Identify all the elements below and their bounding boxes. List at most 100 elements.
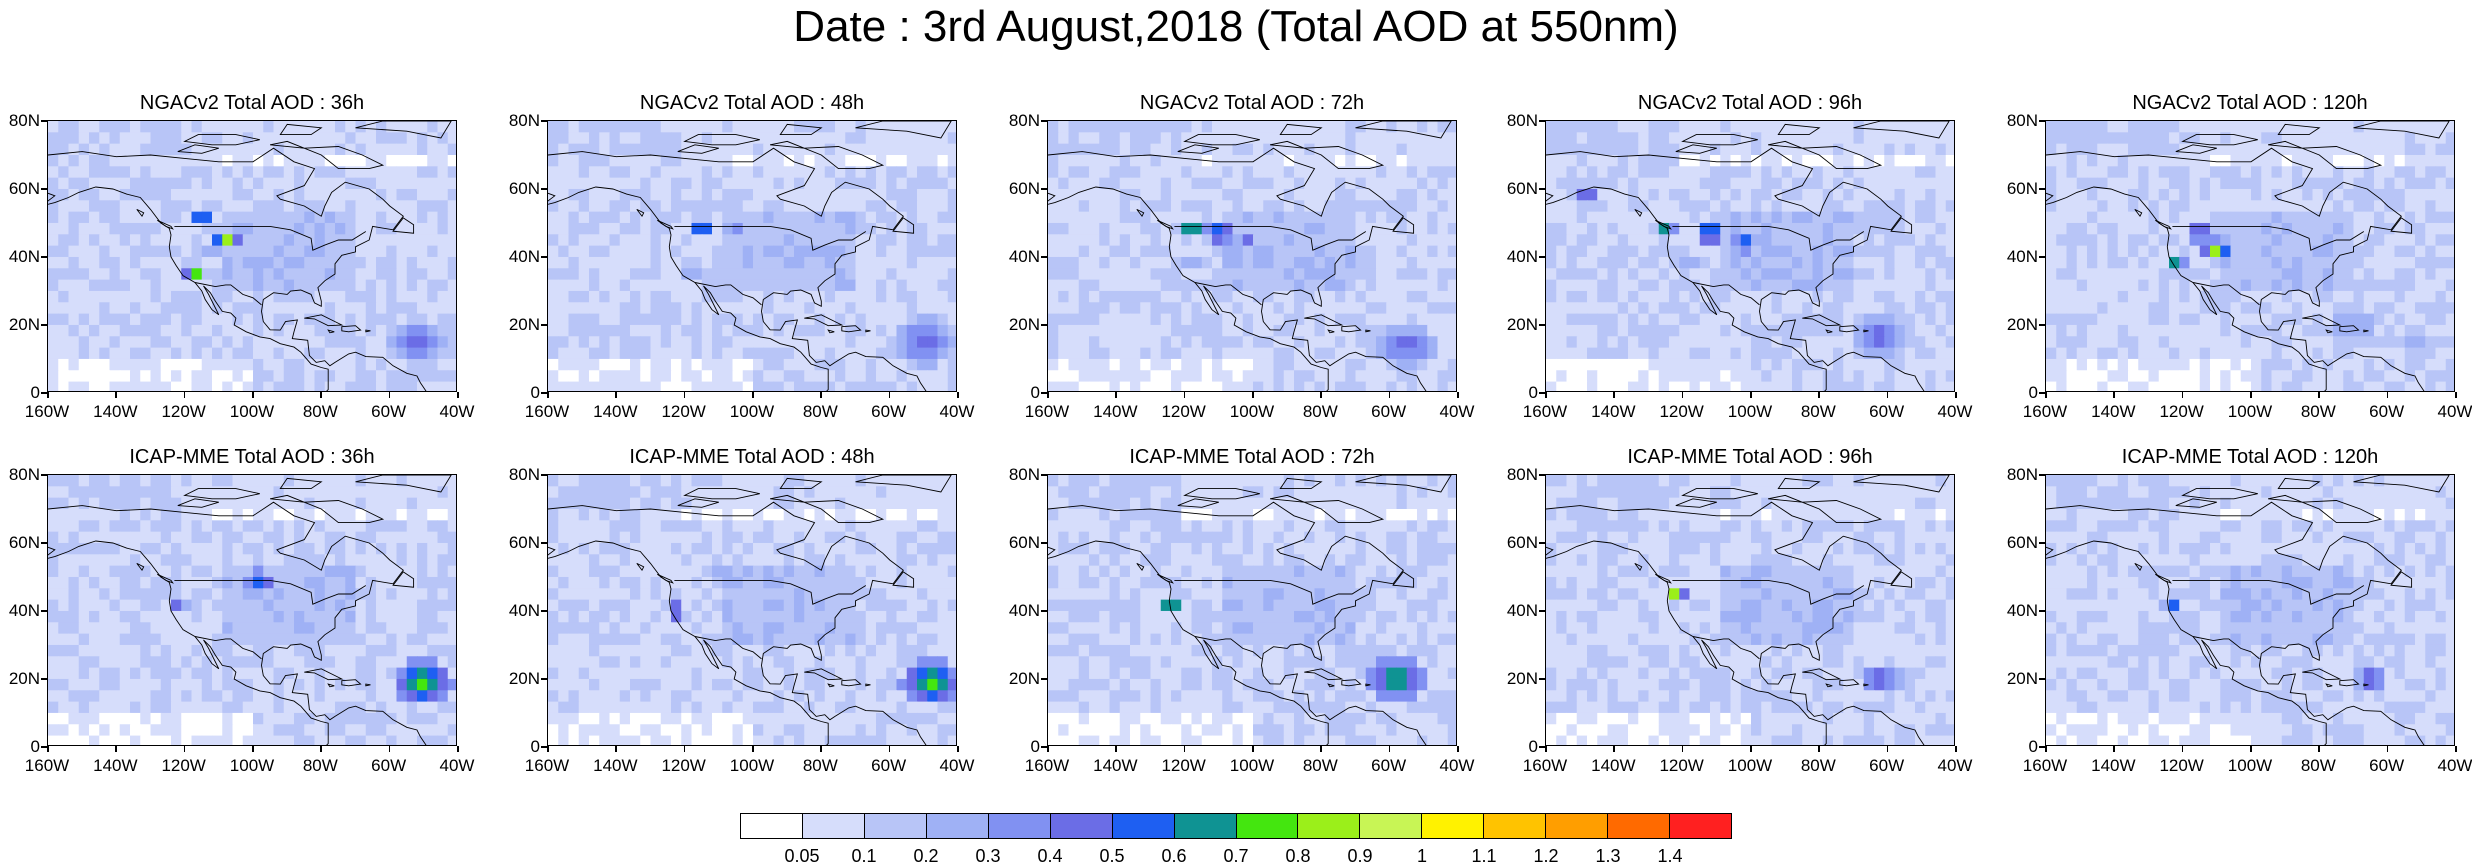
lon-label: 60W <box>359 402 419 422</box>
lon-tick <box>1115 392 1117 398</box>
lon-tick <box>957 746 959 752</box>
lat-tick <box>2039 474 2045 476</box>
colorbar-swatch <box>865 814 927 838</box>
lat-label: 40N <box>500 248 540 265</box>
lat-label: 80N <box>1000 466 1040 483</box>
panel-title: ICAP-MME Total AOD : 96h <box>1545 446 1955 469</box>
lon-label: 80W <box>290 756 350 776</box>
colorbar-label: 0.5 <box>1082 846 1142 867</box>
lon-label: 60W <box>1359 402 1419 422</box>
colorbar <box>740 813 1732 839</box>
lon-tick <box>252 392 254 398</box>
lon-tick <box>1320 392 1322 398</box>
lon-label: 160W <box>1017 402 1077 422</box>
lat-tick <box>2039 542 2045 544</box>
lon-tick <box>1955 392 1957 398</box>
lat-label: 0 <box>500 384 540 401</box>
lon-label: 80W <box>2288 756 2348 776</box>
lon-label: 100W <box>222 402 282 422</box>
lon-tick <box>389 392 391 398</box>
lon-label: 120W <box>654 402 714 422</box>
lat-label: 80N <box>1000 112 1040 129</box>
panel-title: ICAP-MME Total AOD : 72h <box>1047 446 1457 469</box>
panel-title: NGACv2 Total AOD : 72h <box>1047 92 1457 115</box>
lat-tick <box>2039 324 2045 326</box>
lat-label: 40N <box>1998 602 2038 619</box>
lon-tick <box>2113 746 2115 752</box>
colorbar-swatch <box>1237 814 1299 838</box>
colorbar-swatch <box>1484 814 1546 838</box>
lon-label: 40W <box>2425 756 2472 776</box>
lon-label: 40W <box>927 402 987 422</box>
lon-label: 120W <box>2152 756 2212 776</box>
lon-tick <box>1320 746 1322 752</box>
aod-map <box>2045 120 2455 392</box>
panel-title: ICAP-MME Total AOD : 36h <box>47 446 457 469</box>
lat-label: 0 <box>1498 738 1538 755</box>
lat-tick <box>1539 678 1545 680</box>
lat-label: 80N <box>1498 466 1538 483</box>
lat-tick <box>41 474 47 476</box>
lat-label: 20N <box>1998 316 2038 333</box>
lon-label: 80W <box>1290 402 1350 422</box>
lat-label: 0 <box>1000 738 1040 755</box>
lat-tick <box>41 188 47 190</box>
panel-title: NGACv2 Total AOD : 96h <box>1545 92 1955 115</box>
panel-title: NGACv2 Total AOD : 36h <box>47 92 457 115</box>
lon-label: 140W <box>585 402 645 422</box>
lon-label: 80W <box>1290 756 1350 776</box>
lat-tick <box>541 120 547 122</box>
lon-tick <box>47 392 49 398</box>
lon-label: 140W <box>85 756 145 776</box>
lon-label: 160W <box>2015 402 2075 422</box>
aod-map <box>547 474 957 746</box>
lon-label: 160W <box>17 756 77 776</box>
colorbar-swatch <box>741 814 803 838</box>
lon-label: 140W <box>2083 402 2143 422</box>
lat-label: 60N <box>1498 180 1538 197</box>
lat-tick <box>2039 120 2045 122</box>
lat-tick <box>41 256 47 258</box>
panel-title: ICAP-MME Total AOD : 48h <box>547 446 957 469</box>
lon-tick <box>1047 392 1049 398</box>
lon-label: 40W <box>927 756 987 776</box>
lon-tick <box>1184 746 1186 752</box>
lon-label: 120W <box>654 756 714 776</box>
colorbar-label: 0.3 <box>958 846 1018 867</box>
lon-label: 80W <box>790 756 850 776</box>
colorbar-label: 0.8 <box>1268 846 1328 867</box>
lon-label: 140W <box>1583 756 1643 776</box>
lon-label: 140W <box>1085 756 1145 776</box>
lon-tick <box>389 746 391 752</box>
lon-label: 60W <box>1359 756 1419 776</box>
lon-tick <box>1252 392 1254 398</box>
lon-label: 160W <box>517 756 577 776</box>
colorbar-label: 1 <box>1392 846 1452 867</box>
lon-label: 100W <box>1222 756 1282 776</box>
lon-tick <box>2387 392 2389 398</box>
lat-label: 0 <box>1998 738 2038 755</box>
lon-label: 60W <box>359 756 419 776</box>
lon-tick <box>820 392 822 398</box>
lon-label: 140W <box>2083 756 2143 776</box>
lon-label: 60W <box>859 756 919 776</box>
lat-tick <box>541 610 547 612</box>
lat-tick <box>41 610 47 612</box>
lon-label: 40W <box>1427 402 1487 422</box>
lon-label: 160W <box>2015 756 2075 776</box>
lon-label: 120W <box>1652 756 1712 776</box>
aod-map <box>1545 474 1955 746</box>
lon-tick <box>115 392 117 398</box>
lon-tick <box>547 746 549 752</box>
lat-label: 20N <box>500 670 540 687</box>
lat-label: 40N <box>1498 248 1538 265</box>
lon-label: 100W <box>1720 402 1780 422</box>
lat-label: 40N <box>500 602 540 619</box>
lon-tick <box>1047 746 1049 752</box>
lon-label: 120W <box>154 756 214 776</box>
lat-tick <box>2039 678 2045 680</box>
